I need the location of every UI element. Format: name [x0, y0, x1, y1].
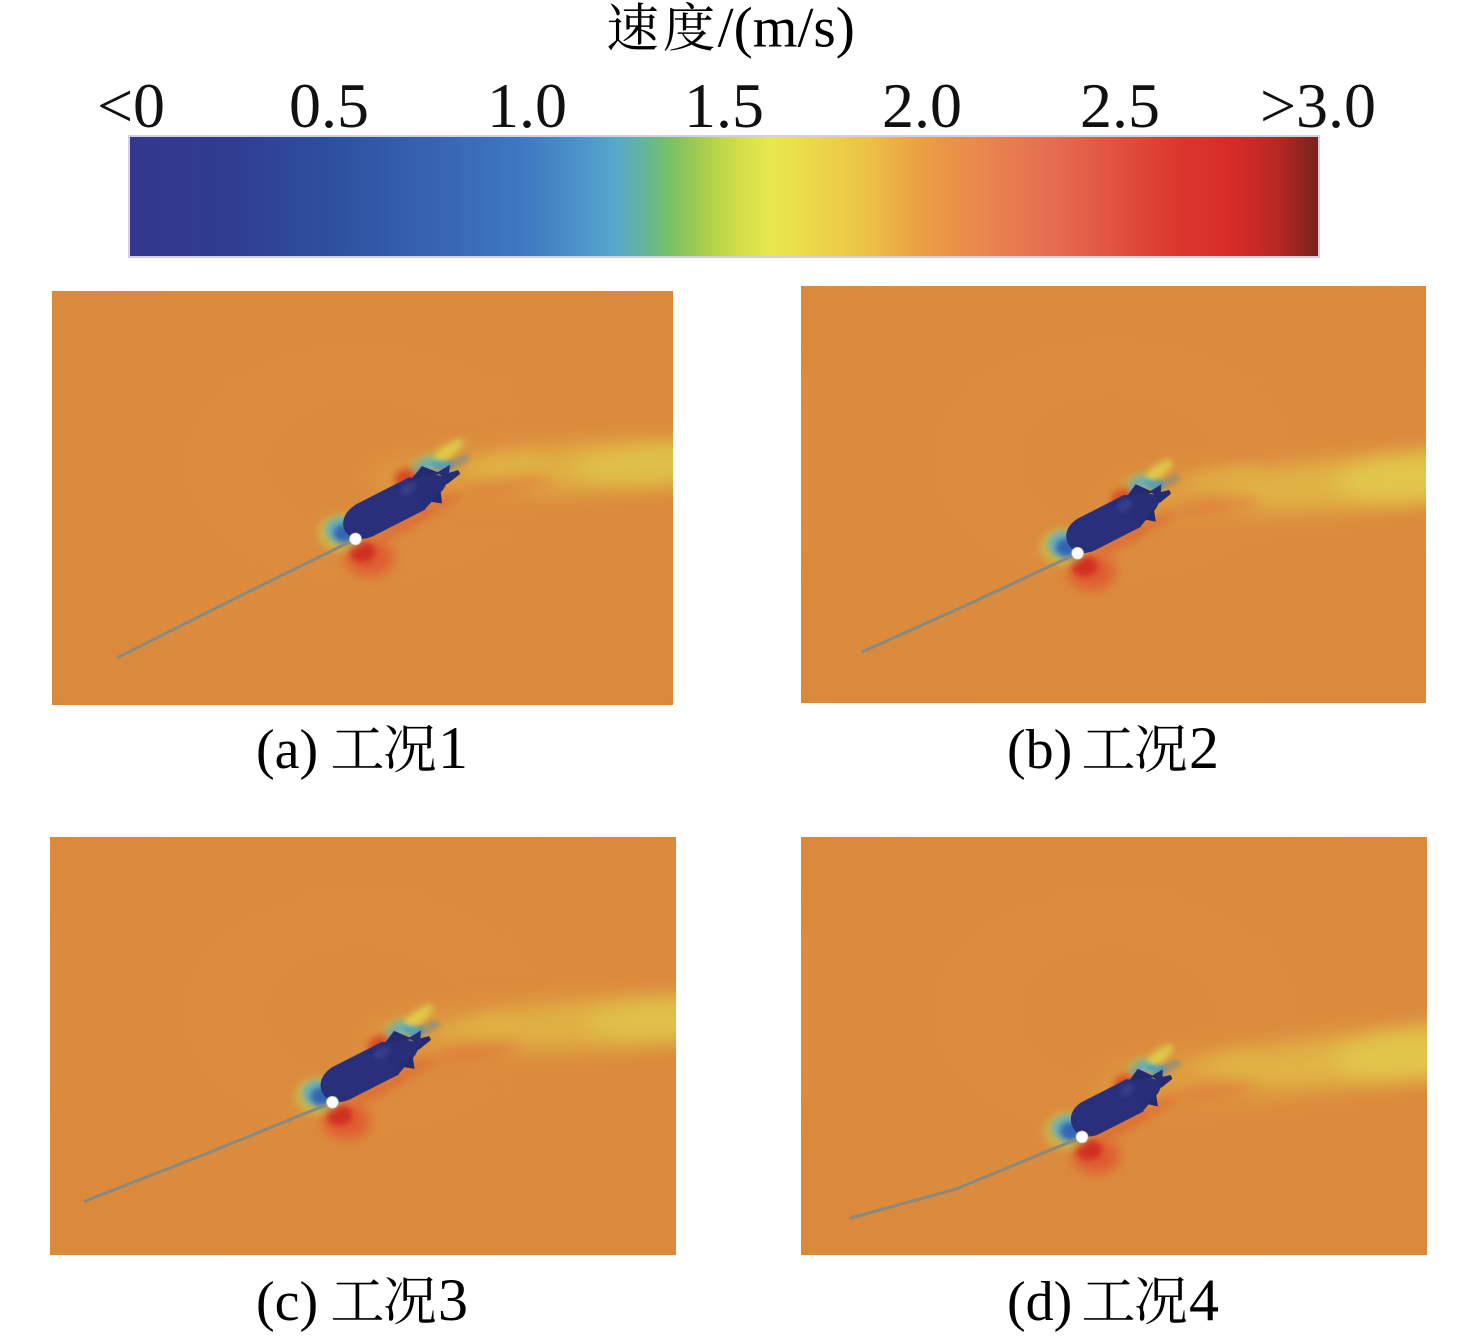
- svg-text:(a): (a): [256, 719, 318, 781]
- svg-text:3: 3: [438, 1267, 468, 1333]
- svg-text:/(m/s): /(m/s): [718, 0, 855, 60]
- svg-text:4: 4: [1189, 1267, 1219, 1333]
- svg-text:(b): (b): [1007, 719, 1072, 781]
- svg-text:2: 2: [1189, 715, 1219, 781]
- svg-text:1: 1: [438, 715, 468, 781]
- svg-text:(c): (c): [256, 1271, 318, 1333]
- svg-text:(d): (d): [1007, 1271, 1072, 1333]
